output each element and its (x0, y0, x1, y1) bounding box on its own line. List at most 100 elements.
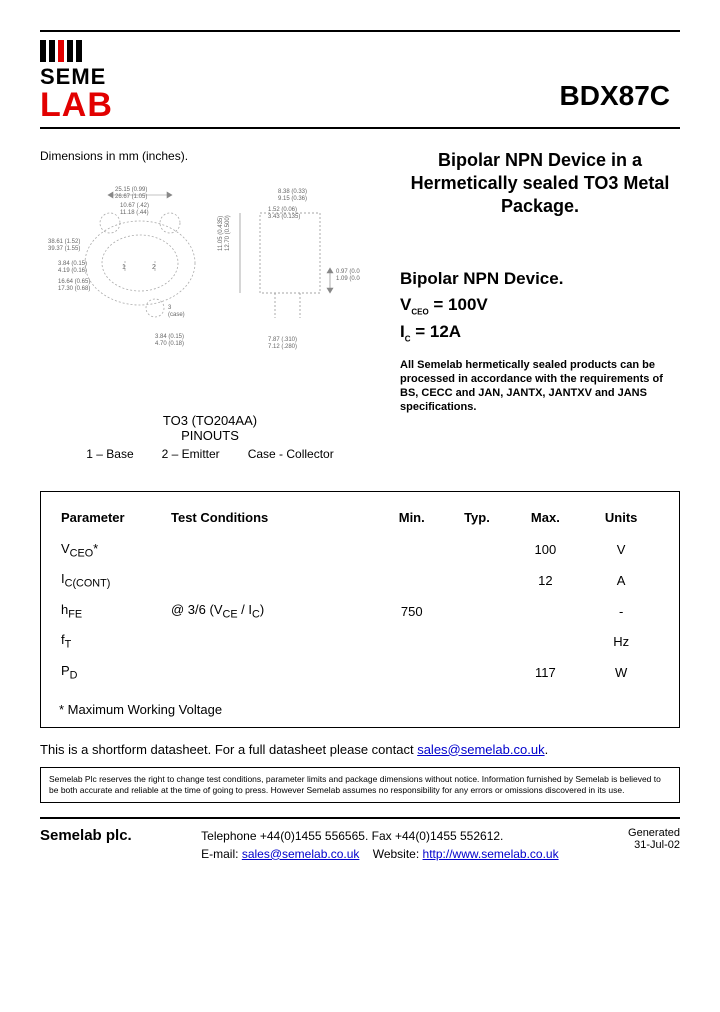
cell-max (509, 596, 581, 627)
pinouts-label: PINOUTS (40, 428, 380, 443)
package-name: TO3 (TO204AA) (40, 413, 380, 428)
footer-rule (40, 817, 680, 819)
footer: Semelab plc. Telephone +44(0)1455 556565… (40, 817, 680, 863)
svg-text:3: 3 (168, 305, 172, 311)
cell-units: W (581, 657, 661, 688)
cell-min (379, 535, 444, 566)
sales-email-link[interactable]: sales@semelab.co.uk (417, 742, 544, 757)
cell-min (379, 565, 444, 596)
cell-max: 100 (509, 535, 581, 566)
footer-phone: Telephone +44(0)1455 556565. Fax +44(0)1… (201, 827, 558, 845)
th-typ: Typ. (444, 506, 509, 535)
svg-text:17.30 (0.68): 17.30 (0.68) (58, 286, 90, 292)
product-title: Bipolar NPN Device in a Hermetically sea… (400, 149, 680, 219)
logo-lab-text: LAB (40, 90, 170, 121)
svg-text:0.97 (0.038): 0.97 (0.038) (336, 269, 360, 275)
footer-generated: Generated 31-Jul-02 (628, 827, 680, 851)
cell-units: A (581, 565, 661, 596)
footer-company: Semelab plc. (40, 827, 132, 844)
footer-email-link[interactable]: sales@semelab.co.uk (242, 847, 360, 861)
footer-website-link[interactable]: http://www.semelab.co.uk (423, 847, 559, 861)
svg-text:3.84 (0.15): 3.84 (0.15) (155, 334, 184, 340)
pin-1: 1 – Base (86, 447, 133, 461)
cell-param: IC(CONT) (59, 565, 169, 596)
cell-min (379, 626, 444, 657)
table-row: VCEO*100V (59, 535, 661, 566)
cell-cond: @ 3/6 (VCE / IC) (169, 596, 379, 627)
svg-text:4.19 (0.16): 4.19 (0.16) (58, 268, 87, 274)
table-row: PD 117W (59, 657, 661, 688)
disclaimer-box: Semelab Plc reserves the right to change… (40, 767, 680, 803)
cell-min: 750 (379, 596, 444, 627)
cell-param: fT (59, 626, 169, 657)
package-pinout: TO3 (TO204AA) PINOUTS 1 – Base 2 – Emitt… (40, 413, 380, 461)
cell-max: 117 (509, 657, 581, 688)
cell-units: Hz (581, 626, 661, 657)
right-column: Bipolar NPN Device in a Hermetically sea… (400, 149, 680, 461)
svg-text:16.64 (0.65): 16.64 (0.65) (58, 279, 90, 285)
svg-text:39.37 (1.55): 39.37 (1.55) (48, 246, 80, 252)
cell-typ (444, 626, 509, 657)
device-type: Bipolar NPN Device. (400, 269, 680, 289)
footer-contact: Telephone +44(0)1455 556565. Fax +44(0)1… (201, 827, 558, 863)
svg-text:7.12 (.280): 7.12 (.280) (268, 344, 297, 350)
cell-max: 12 (509, 565, 581, 596)
svg-text:7.87 (.310): 7.87 (.310) (268, 337, 297, 343)
pin-case: Case - Collector (248, 447, 334, 461)
svg-text:25.15 (0.99): 25.15 (0.99) (115, 187, 147, 193)
ic-spec: IC = 12A (400, 322, 680, 343)
cell-cond (169, 657, 379, 688)
svg-text:3.84 (0.15): 3.84 (0.15) (58, 261, 87, 267)
svg-text:4.70 (0.18): 4.70 (0.18) (155, 341, 184, 347)
table-row: hFE@ 3/6 (VCE / IC)750 - (59, 596, 661, 627)
package-diagram: 25.15 (0.99) 26.67 (1.05) 10.67 (.42) 11… (40, 173, 360, 393)
cell-param: PD (59, 657, 169, 688)
th-max: Max. (509, 506, 581, 535)
svg-text:8.38 (0.33): 8.38 (0.33) (278, 189, 307, 195)
cell-units: V (581, 535, 661, 566)
svg-text:11.05 (0.435): 11.05 (0.435) (218, 215, 224, 250)
table-footnote: * Maximum Working Voltage (59, 702, 661, 717)
svg-text:(case): (case) (168, 312, 185, 318)
header-rule (40, 127, 680, 129)
th-conditions: Test Conditions (169, 506, 379, 535)
th-min: Min. (379, 506, 444, 535)
top-rule (40, 30, 680, 32)
logo: SEME LAB (40, 40, 170, 121)
table-header-row: Parameter Test Conditions Min. Typ. Max.… (59, 506, 661, 535)
svg-text:1.52 (0.06): 1.52 (0.06) (268, 207, 297, 213)
parameters-table: Parameter Test Conditions Min. Typ. Max.… (40, 491, 680, 728)
dimensions-label: Dimensions in mm (inches). (40, 149, 380, 163)
cell-cond (169, 535, 379, 566)
cell-min (379, 657, 444, 688)
main-content: Dimensions in mm (inches). (40, 149, 680, 461)
left-column: Dimensions in mm (inches). (40, 149, 380, 461)
cell-cond (169, 565, 379, 596)
svg-text:9.15 (0.36): 9.15 (0.36) (278, 196, 307, 202)
th-parameter: Parameter (59, 506, 169, 535)
table-row: fT Hz (59, 626, 661, 657)
package-svg: 25.15 (0.99) 26.67 (1.05) 10.67 (.42) 11… (40, 173, 360, 383)
svg-text:11.18 (.44): 11.18 (.44) (120, 210, 149, 216)
svg-text:1: 1 (122, 264, 126, 271)
cell-units: - (581, 596, 661, 627)
pinout-row: 1 – Base 2 – Emitter Case - Collector (40, 447, 380, 461)
shortform-note: This is a shortform datasheet. For a ful… (40, 742, 680, 757)
svg-text:1.09 (0.043): 1.09 (0.043) (336, 276, 360, 282)
cell-max (509, 626, 581, 657)
logo-bars (40, 40, 170, 62)
cell-typ (444, 535, 509, 566)
cell-typ (444, 657, 509, 688)
svg-text:12.70 (0.500): 12.70 (0.500) (225, 215, 231, 251)
svg-text:3.43 (0.135): 3.43 (0.135) (268, 214, 300, 220)
svg-text:10.67 (.42): 10.67 (.42) (120, 203, 149, 209)
cell-typ (444, 596, 509, 627)
pin-2: 2 – Emitter (162, 447, 220, 461)
part-number: BDX87C (560, 80, 670, 112)
svg-text:38.61 (1.52): 38.61 (1.52) (48, 239, 80, 245)
cell-typ (444, 565, 509, 596)
cell-param: hFE (59, 596, 169, 627)
compliance-note: All Semelab hermetically sealed products… (400, 358, 680, 415)
header: SEME LAB BDX87C (40, 40, 680, 121)
cell-cond (169, 626, 379, 657)
